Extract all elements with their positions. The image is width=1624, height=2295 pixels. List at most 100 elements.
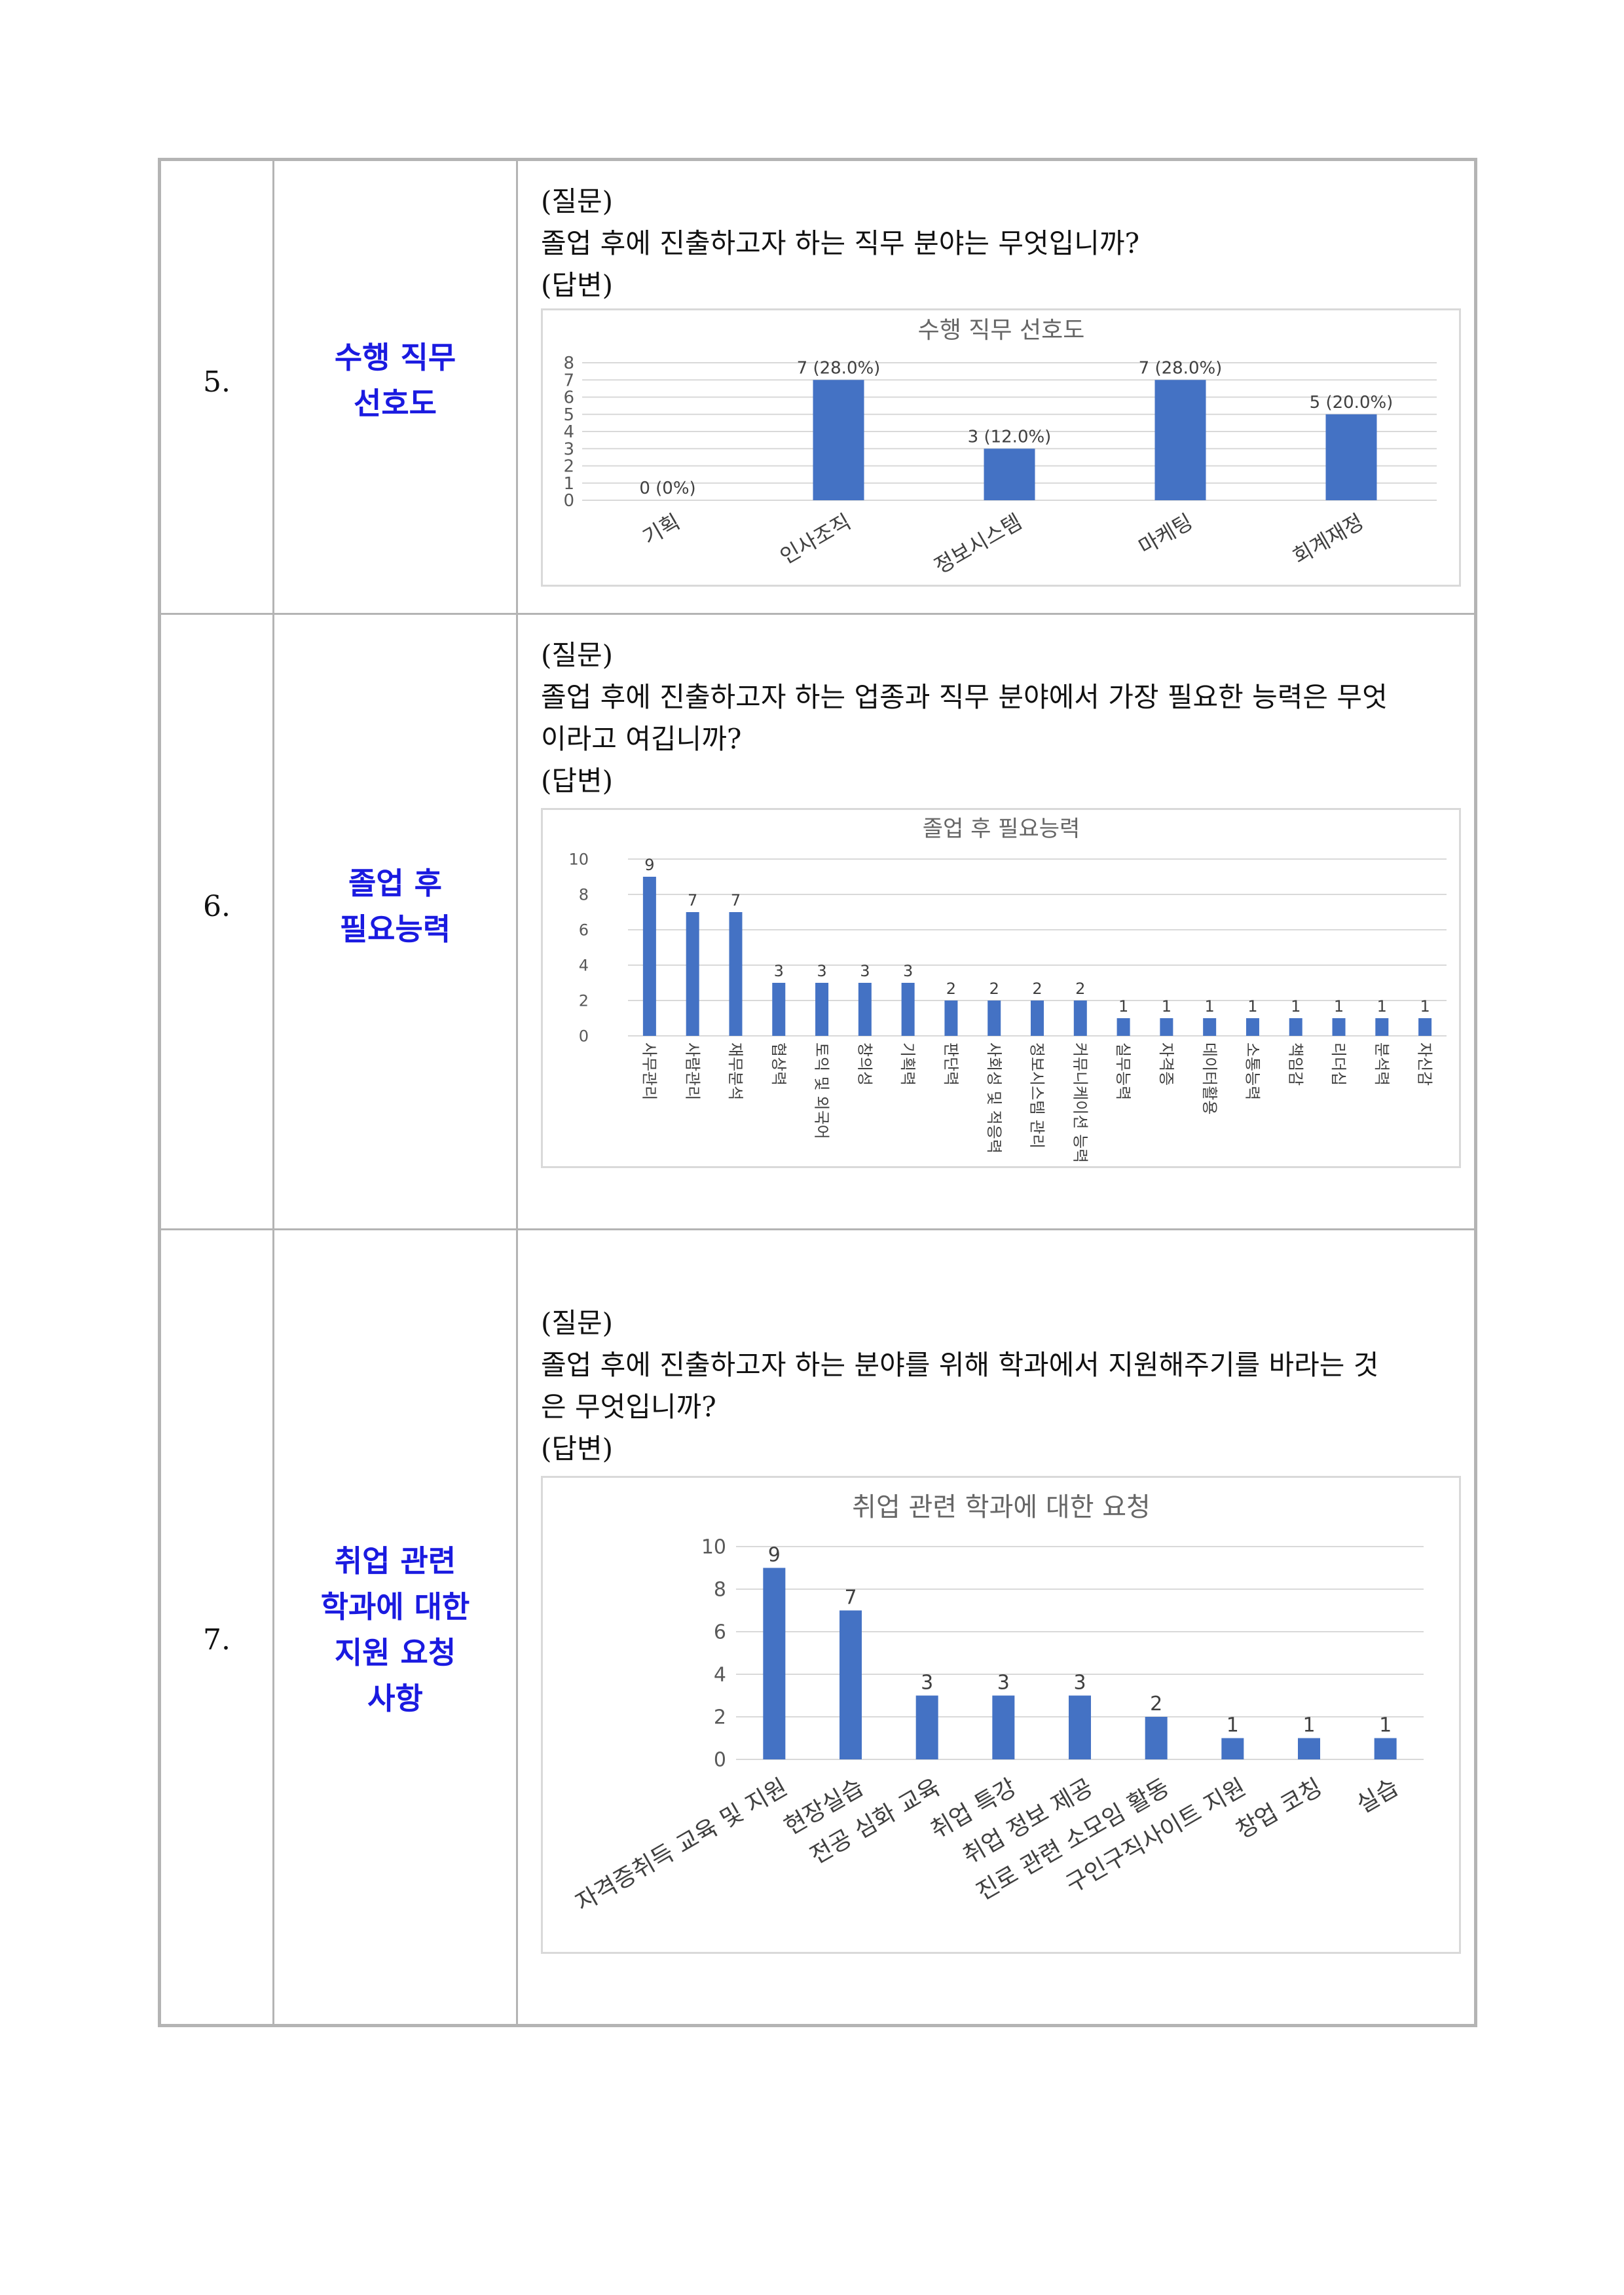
- column-divider: [272, 615, 274, 1228]
- topic-line: 졸업 후: [348, 866, 442, 901]
- chart-title: 취업 관련 학과에 대한 요청: [852, 1492, 1151, 1522]
- data-label: 1: [1302, 1714, 1315, 1737]
- bar: [1160, 1018, 1173, 1036]
- x-tick-label: 사람관리: [683, 1042, 701, 1100]
- table-row: 6. 졸업 후 필요능력 (질문) 졸업 후에 진출하고자 하는 업종과 직무 …: [161, 613, 1474, 1228]
- question-label: (질문): [541, 639, 614, 671]
- data-label: 3: [860, 962, 870, 980]
- y-tick-label: 8: [563, 354, 574, 373]
- x-tick-label: 분석력: [1373, 1042, 1391, 1086]
- question-text: 졸업 후에 진출하고자 하는 분야를 위해 학과에서 지원해주기를 바라는 것: [541, 1349, 1379, 1381]
- topic-line: 선호도: [354, 386, 437, 421]
- bar: [944, 1001, 958, 1036]
- bar: [1221, 1738, 1244, 1759]
- row-content: (질문) 졸업 후에 진출하고자 하는 분야를 위해 학과에서 지원해주기를 바…: [541, 1302, 1458, 1470]
- data-label: 1: [1377, 997, 1387, 1016]
- data-label: 7: [688, 891, 697, 909]
- x-tick-label: 인사조직: [776, 509, 855, 569]
- x-tick-label: 사무관리: [640, 1042, 658, 1100]
- data-label: 3: [774, 962, 784, 980]
- bar: [984, 449, 1035, 500]
- bar: [1289, 1018, 1302, 1036]
- data-label: 1: [1247, 997, 1257, 1016]
- topic-line: 수행 직무: [334, 340, 456, 375]
- bar: [813, 380, 864, 500]
- y-tick-label: 0: [563, 491, 574, 511]
- y-tick-label: 4: [579, 956, 589, 974]
- data-label: 1: [1379, 1714, 1392, 1737]
- y-tick-label: 2: [579, 991, 589, 1010]
- row-topic: 졸업 후 필요능력: [274, 860, 516, 952]
- column-divider: [516, 615, 518, 1228]
- answer-label: (답변): [541, 765, 614, 797]
- answer-label: (답변): [541, 1433, 614, 1465]
- chart-panel: 취업 관련 학과에 대한 요청 0 2 4 6 8 10 9 자격증취득 교육 및 지원 7 현장실…: [541, 1476, 1461, 1954]
- bar: [987, 1001, 1001, 1036]
- data-label: 2: [1032, 980, 1042, 998]
- x-tick-label: 자격증취득 교육 및 지원: [571, 1774, 792, 1917]
- data-label: 3: [817, 962, 826, 980]
- y-tick-label: 0: [579, 1027, 589, 1045]
- bar: [686, 912, 699, 1036]
- bar: [1332, 1018, 1346, 1036]
- x-tick-label: 재무분석: [726, 1042, 745, 1100]
- data-label: 0 (0%): [639, 479, 695, 498]
- bar: [815, 983, 829, 1036]
- row-content: (질문) 졸업 후에 진출하고자 하는 직무 분야는 무엇입니까? (답변): [541, 181, 1458, 306]
- bar: [992, 1695, 1015, 1759]
- question-text: 이라고 여깁니까?: [541, 723, 742, 755]
- bar: [1418, 1018, 1432, 1036]
- bar: [1298, 1738, 1320, 1759]
- bar: [1145, 1717, 1168, 1759]
- question-text: 졸업 후에 진출하고자 하는 직무 분야는 무엇입니까?: [541, 227, 1140, 259]
- row-topic: 취업 관련 학과에 대한 지원 요청 사항: [274, 1538, 516, 1721]
- question-label: (질문): [541, 185, 614, 217]
- y-tick-label: 1: [563, 474, 574, 494]
- chart-title: 졸업 후 필요능력: [923, 816, 1080, 842]
- data-label: 7: [731, 891, 741, 909]
- data-label: 1: [1162, 997, 1172, 1016]
- column-divider: [272, 161, 274, 613]
- x-tick-label: 정보시스템: [930, 509, 1025, 579]
- bar: [1073, 1001, 1087, 1036]
- survey-table: 5. 수행 직무 선호도 (질문) 졸업 후에 진출하고자 하는 직무 분야는 …: [158, 158, 1477, 2027]
- x-tick-label: 리더십: [1329, 1042, 1348, 1086]
- column-divider: [272, 1230, 274, 2027]
- topic-line: 사항: [367, 1681, 423, 1716]
- x-tick-label: 커뮤니케이션 능력: [1071, 1042, 1089, 1163]
- x-tick-label: 마케팅: [1134, 509, 1196, 559]
- chart-title: 수행 직무 선호도: [918, 317, 1085, 344]
- bar: [1325, 414, 1377, 500]
- topic-line: 필요능력: [339, 911, 451, 947]
- x-tick-label: 토익 및 외국어: [813, 1042, 831, 1139]
- bar: [1031, 1001, 1044, 1036]
- bar: [729, 912, 743, 1036]
- data-label: 7 (28.0%): [1139, 358, 1223, 378]
- x-tick-label: 소통능력: [1244, 1042, 1262, 1100]
- data-label: 3 (12.0%): [968, 427, 1052, 447]
- y-tick-label: 8: [579, 885, 589, 904]
- chart-panel: 졸업 후 필요능력 0 2 4 6 8 10 9 사무관리 7 사람관리 7 재무분석 3 협상력 3 토익 및…: [541, 808, 1461, 1168]
- row-number: 6.: [203, 890, 231, 923]
- y-tick-label: 3: [563, 439, 574, 459]
- bar: [772, 983, 786, 1036]
- data-label: 1: [1227, 1714, 1239, 1737]
- y-tick-label: 6: [714, 1621, 726, 1644]
- data-label: 3: [921, 1672, 933, 1695]
- bar: [1116, 1018, 1130, 1036]
- y-tick-label: 7: [563, 371, 574, 390]
- data-label: 9: [768, 1544, 781, 1567]
- bar: [1203, 1018, 1217, 1036]
- data-label: 1: [1420, 997, 1430, 1016]
- x-tick-label: 창업 코칭: [1232, 1774, 1327, 1844]
- y-tick-label: 10: [701, 1536, 726, 1559]
- bar: [901, 983, 915, 1036]
- row-number: 7.: [203, 1623, 231, 1657]
- data-label: 3: [1073, 1672, 1086, 1695]
- data-label: 2: [946, 980, 956, 998]
- bar: [1069, 1695, 1091, 1759]
- chart-required-skills: 졸업 후 필요능력 0 2 4 6 8 10 9 사무관리 7 사람관리 7 재무분석 3 협상력 3 토익 및…: [568, 816, 1447, 1163]
- data-label: 7: [844, 1587, 857, 1609]
